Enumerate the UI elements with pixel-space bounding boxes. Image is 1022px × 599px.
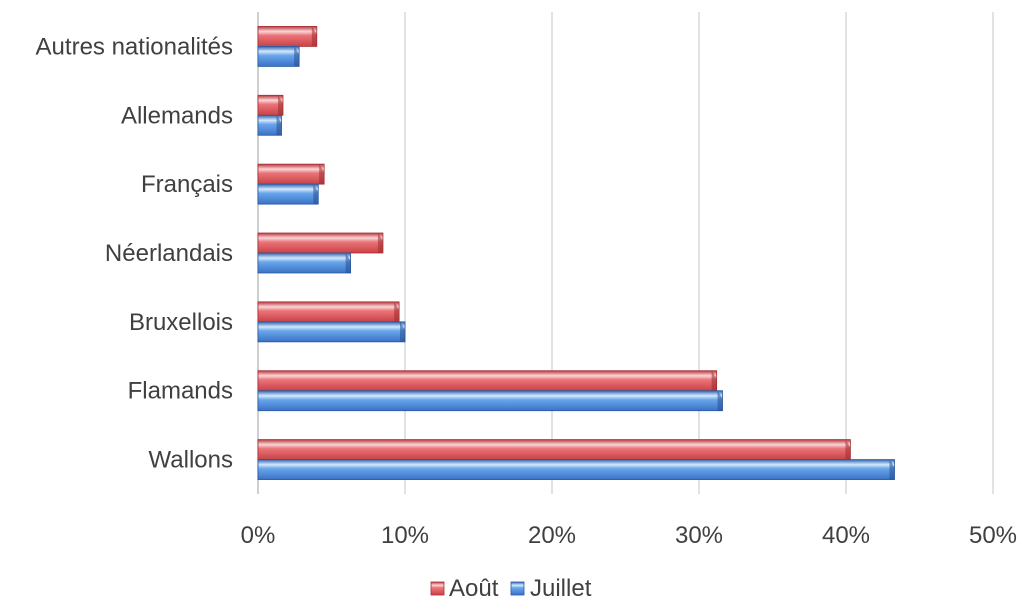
x-tick-label: 30% [675, 522, 723, 549]
legend: Août Juillet [430, 575, 592, 599]
legend-label: Juillet [530, 575, 592, 599]
category-label: Bruxellois [129, 309, 233, 336]
category-label: Néerlandais [105, 240, 233, 267]
legend-item: Août [430, 575, 499, 599]
x-tick-label: 50% [969, 522, 1017, 549]
bar [257, 459, 895, 480]
bar [257, 390, 723, 412]
bar-end-cap [377, 233, 383, 253]
bar [257, 439, 851, 460]
x-tick-labels: 0% 10% 20% 30% 40% 50% [241, 522, 1017, 549]
x-tick-label: 20% [528, 522, 576, 549]
bar [257, 321, 406, 343]
bar-body [257, 390, 723, 412]
bar-end-cap [717, 390, 723, 411]
bar-end-cap [394, 301, 400, 322]
bar [257, 114, 282, 136]
legend-swatch [510, 581, 525, 596]
x-tick-label: 10% [381, 522, 429, 549]
legend-label: Août [449, 575, 499, 599]
bar-end-cap [294, 46, 300, 67]
x-tick-label: 0% [241, 522, 276, 549]
bar [257, 252, 352, 274]
bar-end-cap [845, 439, 851, 460]
bar-body [257, 252, 352, 274]
bar [257, 46, 300, 67]
bar-body [257, 301, 400, 323]
bar-end-cap [277, 95, 283, 116]
category-label: Autres nationalités [36, 33, 233, 60]
legend-swatch [430, 581, 445, 596]
legend-item: Juillet [510, 575, 592, 599]
bar-end-cap [400, 321, 405, 342]
category-labels: Autres nationalités Allemands Français Néer… [36, 33, 233, 473]
bar-body [257, 370, 718, 392]
bar-end-cap [889, 459, 895, 480]
bar-body [257, 439, 851, 460]
category-label: Wallons [149, 447, 233, 474]
bar [257, 94, 284, 116]
bar-body [257, 46, 300, 67]
gridlines [257, 12, 994, 494]
bar [257, 183, 319, 205]
bar-body [257, 183, 319, 205]
bar-end-cap [345, 253, 351, 273]
category-label: Allemands [121, 102, 233, 129]
bars [257, 26, 895, 480]
bar [257, 301, 400, 323]
bar-body [257, 321, 406, 343]
bar-end-cap [276, 115, 282, 136]
bar-body [257, 163, 325, 185]
bar-end-cap [711, 370, 717, 391]
bar-end-cap [319, 164, 325, 185]
category-label: Français [141, 171, 233, 198]
x-tick-label: 40% [822, 522, 870, 549]
bar [257, 26, 318, 47]
bar [257, 232, 384, 254]
category-label: Flamands [128, 378, 233, 405]
bar [257, 370, 718, 392]
bar [257, 163, 325, 185]
bar-end-cap [311, 26, 317, 47]
bar-body [257, 232, 384, 254]
bar-end-cap [313, 184, 319, 205]
bar-body [257, 459, 895, 480]
bar-body [257, 26, 318, 47]
